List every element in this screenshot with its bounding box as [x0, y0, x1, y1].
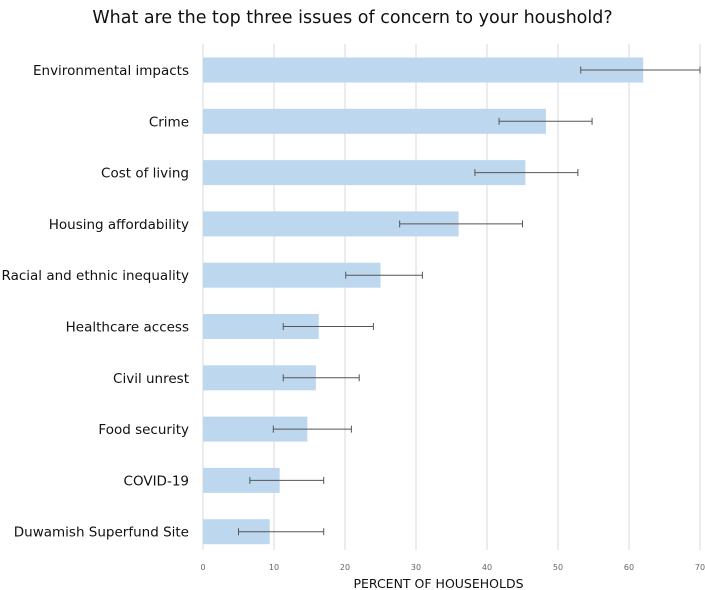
- x-axis-title: PERCENT OF HOUSEHOLDS: [353, 576, 523, 590]
- error-bar: [272, 425, 352, 433]
- gridlines: [202, 44, 701, 550]
- bar: [203, 160, 526, 186]
- category-label: Housing affordability: [49, 217, 189, 233]
- error-bars: [238, 66, 701, 536]
- error-bar: [399, 220, 523, 228]
- x-tick-label: 50: [553, 563, 563, 572]
- x-tick-label: 40: [482, 563, 492, 572]
- error-bar: [238, 528, 325, 536]
- category-label: Racial and ethnic inequality: [1, 268, 189, 284]
- x-tick-label: 70: [695, 563, 705, 572]
- error-bar: [580, 66, 701, 74]
- category-label: Civil unrest: [113, 371, 189, 387]
- error-bar: [282, 323, 374, 330]
- category-label: Healthcare access: [66, 320, 189, 336]
- error-bar: [282, 374, 360, 382]
- category-label: Cost of living: [101, 166, 189, 182]
- category-label: Duwamish Superfund Site: [14, 525, 189, 541]
- error-bar: [345, 271, 423, 279]
- category-labels: Environmental impacts Crime Cost of living…: [1, 63, 189, 541]
- category-label: Environmental impacts: [33, 63, 189, 79]
- x-tick-label: 60: [624, 563, 634, 572]
- category-label: COVID-19: [124, 473, 189, 489]
- x-tick-label: 10: [269, 563, 279, 572]
- error-bar: [498, 117, 593, 125]
- category-label: Crime: [149, 114, 189, 130]
- error-bar: [474, 169, 579, 177]
- chart-title: What are the top three issues of concern…: [92, 8, 613, 28]
- x-tick-label: 0: [200, 563, 205, 572]
- bar: [203, 57, 644, 83]
- bar: [203, 108, 546, 134]
- x-tick-label: 30: [411, 563, 421, 572]
- bars: [203, 57, 644, 545]
- x-tick-labels: 0 10 20 30 40 50 60 70: [200, 563, 705, 572]
- category-label: Food security: [98, 422, 189, 438]
- error-bar: [249, 476, 325, 484]
- x-tick-label: 20: [340, 563, 350, 572]
